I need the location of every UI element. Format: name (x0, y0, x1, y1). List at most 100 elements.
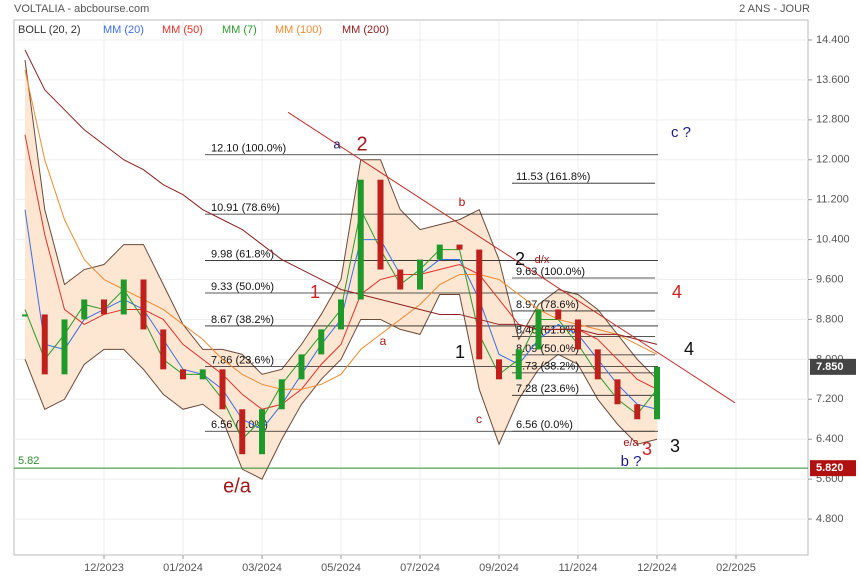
support-box (810, 460, 856, 477)
wave-label: a (380, 334, 387, 348)
wave-label: c (476, 412, 482, 426)
candle (594, 349, 601, 380)
candle (535, 309, 542, 350)
candle (357, 179, 364, 300)
fib-label: 6.56 (0.0%) (516, 419, 573, 431)
last-price-label: 7.850 (816, 361, 844, 373)
wave-label: 1 (310, 282, 320, 302)
support-label: 5.82 (18, 455, 39, 467)
y-tick-label: 6.400 (816, 433, 844, 445)
y-tick-label: 8.800 (816, 313, 844, 325)
chart-subtitle: 2 ANS - JOUR (739, 3, 810, 15)
candle (259, 409, 265, 455)
candle (81, 299, 88, 320)
candle (101, 299, 107, 315)
moving-average (24, 49, 658, 345)
candle (278, 379, 285, 410)
candle (41, 314, 48, 375)
y-tick-label: 11.200 (816, 194, 849, 206)
candle (456, 244, 463, 250)
candle (614, 379, 621, 405)
fib-label: 10.91 (78.6%) (211, 202, 280, 214)
candle (476, 249, 483, 360)
candle (199, 369, 206, 380)
legend-item: MM (100) (275, 24, 322, 36)
bollinger-upper (24, 59, 658, 380)
x-tick-label: 12/2023 (84, 562, 124, 574)
candle (120, 279, 127, 315)
candle (634, 404, 641, 420)
candle (555, 309, 562, 320)
fib-label: 7.73 (38.2%) (516, 361, 579, 373)
wave-label: e/a (623, 437, 639, 449)
fib-label: 9.33 (50.0%) (211, 281, 274, 293)
fib-label: 7.86 (23.6%) (211, 354, 274, 366)
y-tick-label: 10.400 (816, 233, 850, 245)
wave-label: b (459, 195, 466, 209)
fib-label: 7.28 (23.6%) (516, 383, 579, 395)
x-tick-label: 12/2024 (637, 562, 677, 574)
candle (318, 329, 325, 355)
wave-label: 3 (642, 439, 652, 459)
x-tick-label: 07/2024 (400, 562, 440, 574)
wave-label: 4 (684, 339, 694, 359)
x-tick-label: 09/2024 (479, 562, 519, 574)
y-tick-label: 12.800 (816, 114, 850, 126)
candle (160, 329, 167, 370)
wave-label: a (333, 136, 341, 151)
wave-label: e/a (223, 475, 252, 497)
y-tick-label: 12.000 (816, 154, 850, 166)
candle (654, 366, 660, 420)
candle (496, 359, 502, 380)
x-tick-label: 02/2025 (716, 562, 756, 574)
fib-label: 8.97 (78.6%) (516, 299, 579, 311)
legend-item: MM (7) (222, 24, 257, 36)
wave-label: 2 (356, 133, 367, 155)
candle (140, 279, 147, 330)
moving-average (24, 69, 658, 390)
candle (575, 319, 581, 350)
wave-label: c ? (671, 124, 691, 141)
candle (22, 314, 28, 317)
candle (377, 179, 384, 270)
x-tick-label: 03/2024 (242, 562, 282, 574)
trendline (287, 111, 736, 404)
bollinger-lower (24, 293, 658, 480)
legend-item: BOLL (20, 2) (18, 24, 81, 36)
plot-frame (13, 19, 809, 556)
y-tick-label: 4.800 (816, 513, 844, 525)
fib-label: 8.09 (50.0%) (516, 343, 579, 355)
x-tick-label: 11/2024 (559, 562, 598, 574)
y-tick-label: 13.600 (816, 74, 850, 86)
candle (219, 369, 226, 410)
wave-label: b ? (621, 453, 642, 470)
wave-label: 3 (670, 436, 680, 456)
y-tick-label: 7.200 (816, 393, 844, 405)
x-tick-label: 05/2024 (321, 562, 361, 574)
wave-label: d/x (535, 254, 550, 266)
y-tick-label: 9.600 (816, 273, 844, 285)
candle (239, 409, 246, 455)
legend-item: MM (20) (103, 24, 144, 36)
chart-title: VOLTALIA - abcbourse.com (14, 3, 149, 15)
wave-label: 1 (455, 342, 465, 362)
legend-item: MM (50) (162, 24, 203, 36)
x-tick-label: 01/2024 (163, 562, 203, 574)
candle (417, 259, 423, 290)
candle (515, 349, 522, 380)
candle (298, 354, 305, 380)
candle (338, 299, 344, 330)
candle (436, 244, 443, 260)
wave-label: 4 (672, 282, 682, 302)
support-axis-label: 5.820 (816, 462, 844, 474)
fib-label: 11.53 (161.8%) (516, 171, 590, 183)
candle (397, 269, 404, 290)
y-tick-label: 14.400 (816, 34, 850, 46)
fib-label: 9.63 (100.0%) (516, 266, 585, 278)
last-price-box (810, 358, 856, 375)
candle (61, 319, 68, 375)
fib-label: 8.67 (38.2%) (211, 314, 274, 326)
legend-item: MM (200) (342, 24, 389, 36)
wave-label: 2 (515, 249, 525, 269)
